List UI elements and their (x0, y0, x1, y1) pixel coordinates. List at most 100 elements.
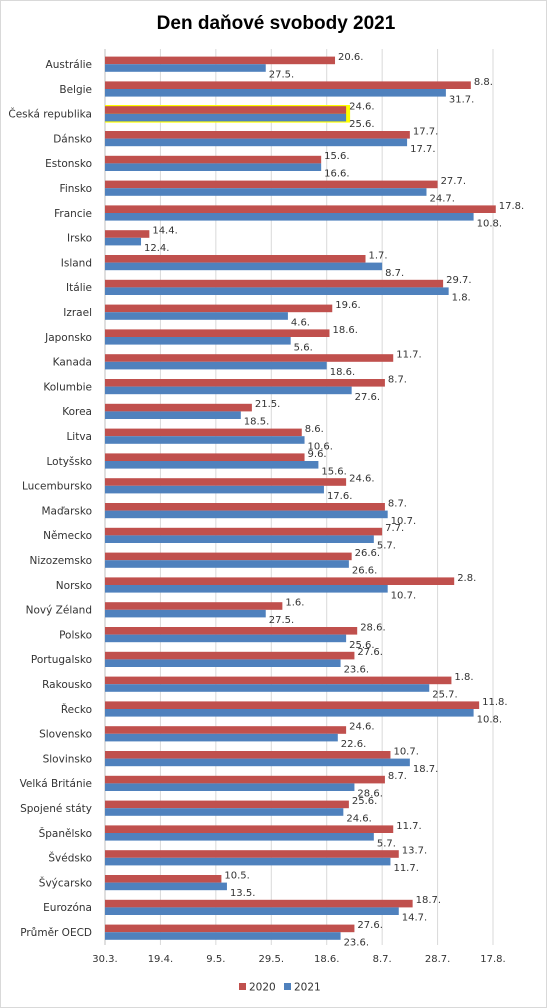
bar-2021 (105, 882, 227, 891)
data-label-2020: 17.7. (413, 126, 438, 137)
legend-label-2020: 2020 (249, 982, 276, 994)
bar-2021 (105, 485, 324, 494)
category-label: Velká Británie (20, 778, 92, 790)
data-label-2021: 5.6. (294, 342, 313, 353)
category-label: Irsko (67, 233, 92, 245)
data-label-2020: 21.5. (255, 399, 280, 410)
data-label-2021: 18.5. (244, 417, 269, 428)
legend: 2020 2021 (239, 982, 321, 994)
category-label: Kolumbie (43, 381, 92, 393)
category-label: Slovensko (39, 729, 92, 741)
data-label-2021: 4.6. (291, 318, 310, 329)
data-label-2020: 17.8. (499, 201, 524, 212)
data-label-2021: 26.6. (352, 566, 377, 577)
category-label: Nizozemsko (29, 555, 92, 567)
bar-2020 (105, 602, 283, 610)
category-label: Eurozóna (43, 902, 92, 914)
data-label-2021: 23.6. (344, 665, 369, 676)
data-label-2021: 22.6. (341, 739, 366, 750)
bar-2021 (105, 436, 305, 444)
data-label-2021: 10.7. (391, 590, 416, 601)
category-label: Izrael (63, 307, 92, 319)
category-label: Řecko (61, 703, 92, 716)
bar-2020 (105, 924, 355, 933)
data-label-2021: 24.6. (346, 814, 371, 825)
data-label-2021: 25.7. (432, 690, 457, 701)
category-label: Německo (43, 530, 92, 542)
category-label: Průměr OECD (20, 927, 92, 939)
data-label-2021: 5.7. (377, 838, 396, 849)
x-tick-label: 30.3. (92, 954, 117, 965)
x-tick-label: 28.7. (425, 954, 450, 965)
bar-2020 (105, 180, 438, 189)
x-tick-label: 9.5. (206, 954, 225, 965)
category-label: Japonsko (44, 332, 92, 344)
x-tick-label: 18.6. (314, 954, 339, 965)
bar-2021 (105, 609, 266, 618)
data-label-2020: 13.7. (402, 846, 427, 857)
data-label-2021: 24.7. (429, 194, 454, 205)
bar-2020 (105, 304, 333, 313)
data-label-2020: 1.8. (454, 672, 473, 683)
bar-2020 (105, 56, 336, 65)
data-label-2021: 18.6. (330, 367, 355, 378)
bar-2020 (105, 875, 222, 883)
bar-2020 (105, 205, 496, 213)
bar-2020 (105, 379, 385, 387)
data-label-2020: 8.7. (388, 771, 407, 782)
category-label: Korea (62, 406, 92, 418)
x-tick-label: 19.4. (148, 954, 173, 965)
data-label-2020: 11.8. (482, 697, 507, 708)
data-label-2021: 10.6. (308, 442, 333, 453)
data-label-2020: 24.6. (349, 722, 374, 733)
bar-2020 (105, 329, 330, 337)
data-label-2021: 17.6. (327, 491, 352, 502)
bar-2020 (105, 279, 444, 288)
data-label-2020: 25.6. (352, 796, 377, 807)
legend-label-2021: 2021 (294, 982, 321, 994)
bar-2021 (105, 411, 241, 419)
category-label: Spojené státy (20, 803, 92, 815)
data-label-2020: 18.7. (416, 895, 441, 906)
category-label: Nový Zéland (26, 605, 92, 617)
bar-2021 (105, 634, 347, 643)
data-label-2021: 5.7. (377, 541, 396, 552)
bar-2020 (105, 676, 452, 685)
bar-2021 (105, 262, 383, 271)
bar-2021 (105, 857, 391, 866)
data-label-2020: 15.6. (324, 151, 349, 162)
bar-2020 (105, 577, 455, 585)
bar-2021 (105, 585, 388, 593)
bar-2020 (105, 825, 394, 833)
bar-2020 (105, 230, 150, 238)
bar-2021 (105, 758, 410, 767)
bar-2021 (105, 461, 319, 469)
bar-2021 (105, 659, 341, 667)
data-label-2020: 14.4. (152, 226, 177, 237)
bar-2021 (105, 213, 474, 221)
category-label: Belgie (59, 84, 92, 96)
bar-2020 (105, 627, 358, 635)
bar-2020 (105, 403, 252, 412)
category-label: Litva (66, 431, 92, 443)
bar-2021 (105, 89, 446, 97)
data-label-2020: 26.6. (355, 548, 380, 559)
category-label: Francie (54, 208, 92, 220)
bar-2020 (105, 751, 391, 759)
data-label-2021: 27.5. (269, 615, 294, 626)
data-label-2021: 10.8. (477, 714, 502, 725)
bar-2021 (105, 535, 374, 543)
bar-2020 (105, 800, 349, 809)
data-label-2020: 10.7. (393, 746, 418, 757)
bars (105, 56, 496, 940)
bar-2021 (105, 709, 474, 717)
data-label-2020: 7.7. (385, 523, 404, 534)
data-label-2021: 8.7. (385, 268, 404, 279)
data-label-2020: 18.6. (332, 325, 357, 336)
bar-2020 (105, 651, 355, 660)
data-label-2020: 8.7. (388, 498, 407, 509)
bar-2021 (105, 113, 347, 122)
bar-2021 (105, 361, 327, 370)
data-label-2020: 8.7. (388, 374, 407, 385)
